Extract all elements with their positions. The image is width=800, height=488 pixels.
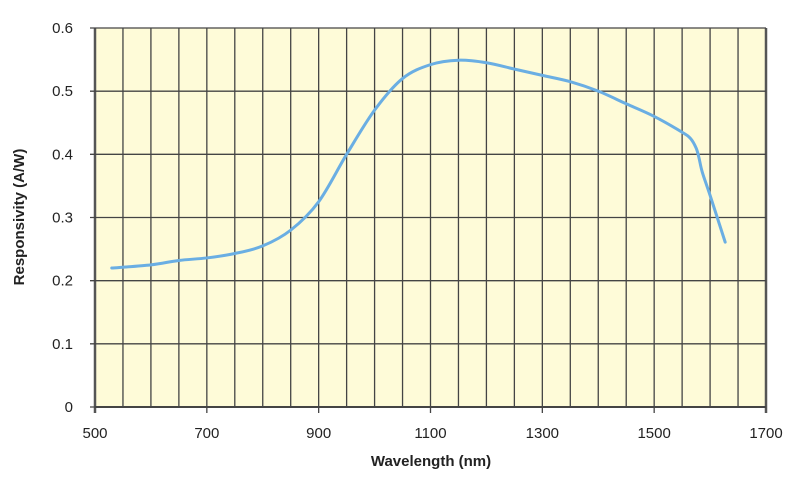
y-axis-label: Responsivity (A/W) [11, 149, 28, 286]
x-tick-label: 500 [82, 425, 107, 442]
series-line-responsivity [110, 58, 727, 270]
x-axis-label: Wavelength (nm) [371, 453, 491, 470]
x-tick-label: 1100 [414, 425, 446, 442]
x-tick-label: 1700 [749, 425, 782, 442]
x-tick-label: 1500 [637, 425, 670, 442]
tick-labels: 500 700 900 1100 1300 1500 1700 0 0.1 0.2 0.3 0.4 0.… [52, 20, 783, 442]
y-tick-label: 0.4 [52, 146, 73, 163]
grid [90, 27, 768, 413]
y-tick-label: 0.5 [52, 83, 73, 100]
y-tick-label: 0.6 [52, 20, 73, 37]
x-tick-label: 700 [194, 425, 219, 442]
y-tick-label: 0.1 [52, 336, 73, 353]
y-tick-label: 0.2 [52, 273, 73, 290]
x-tick-label: 1300 [526, 425, 559, 442]
x-tick-label: 900 [306, 425, 331, 442]
y-tick-label: 0.3 [52, 210, 73, 227]
y-tick-label: 0 [65, 399, 73, 416]
